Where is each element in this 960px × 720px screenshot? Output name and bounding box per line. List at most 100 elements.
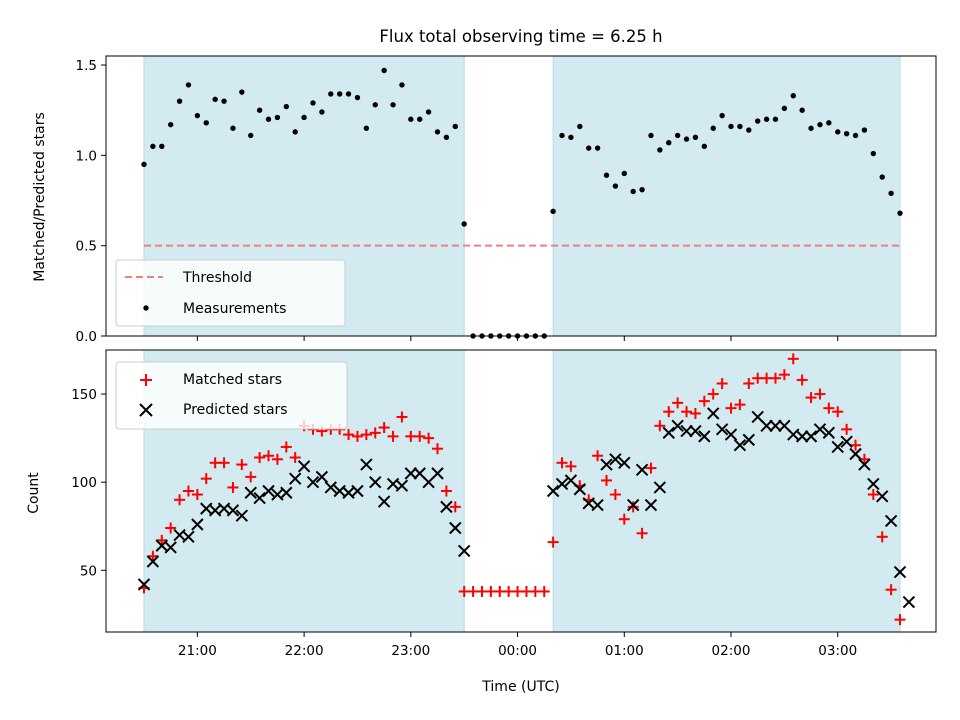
observing-shading: [143, 55, 901, 337]
chart-title: Flux total observing time = 6.25 h: [379, 27, 662, 46]
data-point: [674, 132, 681, 139]
data-point: [221, 98, 227, 104]
data-point: [654, 420, 666, 432]
data-point: [577, 123, 583, 130]
data-point: [449, 501, 461, 513]
data-point: [683, 136, 690, 142]
data-point: [746, 127, 752, 133]
data-point: [147, 550, 159, 562]
data-point: [568, 134, 574, 140]
data-point: [612, 183, 619, 189]
data-point: [850, 439, 862, 451]
data-point: [796, 374, 808, 386]
y-tick-label: 1.0: [76, 148, 97, 164]
data-point: [315, 470, 329, 484]
data-point: [754, 118, 761, 124]
data-point: [734, 399, 746, 411]
y-tick-label: 0.5: [76, 239, 97, 255]
data-point: [884, 514, 898, 528]
data-point: [343, 429, 355, 441]
data-point: [592, 450, 604, 462]
data-point: [378, 422, 390, 434]
data-point: [280, 486, 293, 499]
y-tick-label: 150: [71, 387, 97, 403]
data-point: [137, 578, 151, 591]
data-point: [858, 458, 871, 471]
data-point: [324, 481, 337, 494]
data-point: [835, 129, 841, 135]
data-point: [728, 123, 734, 130]
data-point: [831, 440, 844, 454]
data-point: [156, 534, 168, 546]
x-tick-label: 22:00: [285, 643, 324, 659]
data-point: [431, 467, 444, 480]
data-point: [146, 555, 160, 568]
data-point: [372, 102, 378, 108]
data-point: [319, 109, 325, 115]
y-axis-label: Matched/Predicted stars: [32, 112, 48, 282]
data-point: [212, 96, 218, 103]
x-tick-label: 21:00: [178, 643, 217, 659]
y-tick-label: 50: [80, 563, 97, 579]
x-ticks: [196, 336, 839, 341]
data-point: [876, 531, 888, 543]
panel-ratio: 0.0 0.5 1.0 1.5 Flux total observing time =…: [32, 27, 937, 345]
data-point: [724, 428, 738, 441]
data-point: [795, 430, 809, 443]
y-tick-label: 0.0: [76, 329, 97, 345]
data-point: [716, 377, 728, 389]
data-point: [414, 430, 426, 442]
data-point: [351, 430, 363, 442]
data-point: [387, 430, 399, 442]
data-point: [363, 125, 370, 131]
data-point: [645, 462, 657, 474]
data-point: [876, 490, 889, 503]
data-point: [733, 438, 747, 452]
data-point: [701, 143, 708, 150]
data-point: [176, 98, 183, 104]
x-ticks: 21:00 22:00 23:00 00:00 01:00 02:00 03:00: [178, 632, 857, 659]
data-point: [288, 472, 302, 485]
data-point: [185, 82, 192, 88]
data-point: [236, 459, 248, 471]
data-point: [600, 474, 612, 486]
data-point: [621, 170, 627, 177]
legend-threshold-label: Threshold: [182, 270, 252, 286]
data-point: [710, 125, 716, 131]
data-point: [644, 498, 658, 512]
data-point: [280, 441, 292, 453]
y-tick-label: 1.5: [76, 58, 97, 74]
data-point: [432, 443, 444, 455]
data-point: [227, 481, 239, 493]
data-point: [336, 91, 343, 97]
data-point: [586, 145, 592, 151]
data-point: [630, 188, 636, 195]
data-point: [672, 397, 684, 409]
data-point: [707, 388, 719, 400]
data-point: [725, 402, 737, 414]
data-point: [555, 477, 569, 491]
data-point: [248, 132, 254, 139]
y-ticks: 0.0 0.5 1.0 1.5: [76, 58, 106, 345]
data-point: [822, 426, 836, 440]
data-point: [769, 372, 781, 384]
data-point: [226, 504, 240, 517]
data-point: [292, 129, 298, 135]
data-point: [297, 460, 311, 473]
data-point: [849, 447, 862, 461]
data-point: [719, 112, 725, 119]
data-point: [888, 190, 894, 196]
data-point: [559, 132, 565, 139]
data-point: [840, 435, 853, 448]
data-point: [230, 125, 236, 131]
x-tick-label: 01:00: [605, 643, 644, 659]
data-point: [274, 114, 281, 121]
data-point: [813, 423, 827, 436]
data-point: [823, 402, 835, 414]
data-point: [165, 522, 177, 534]
y-tick-label: 100: [71, 475, 97, 491]
data-point: [218, 457, 230, 469]
data-point: [843, 130, 850, 137]
data-point: [191, 489, 203, 501]
x-tick-label: 00:00: [498, 643, 537, 659]
